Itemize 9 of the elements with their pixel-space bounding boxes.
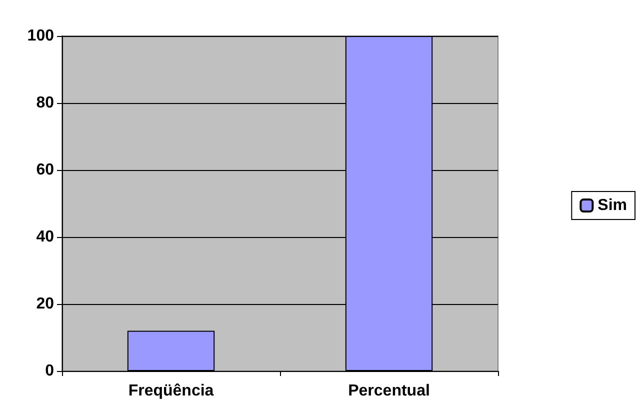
x-tick-label: Freqüência: [128, 382, 214, 400]
y-tick-label: 0: [45, 362, 54, 380]
y-tick-label: 60: [36, 162, 54, 178]
y-tick-label: 20: [36, 296, 54, 312]
legend-label: Sim: [598, 197, 627, 214]
x-tick-label: Percentual: [348, 382, 430, 400]
y-tick-label: 40: [36, 228, 54, 246]
y-tick-label: 80: [36, 94, 54, 112]
y-tick-label: 100: [27, 28, 54, 44]
